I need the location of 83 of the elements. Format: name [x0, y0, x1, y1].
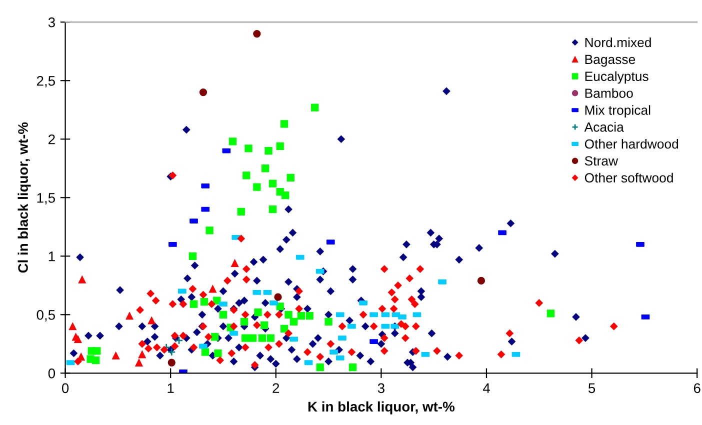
point — [74, 335, 82, 344]
y-tick-label: 2 — [48, 134, 55, 144]
legend-label: Acacia — [584, 122, 624, 132]
y-tick-label: 0 — [48, 368, 56, 378]
point — [258, 334, 266, 342]
point — [253, 30, 261, 38]
point — [214, 349, 222, 358]
point — [78, 276, 86, 284]
point — [274, 293, 282, 301]
point — [262, 164, 270, 172]
point — [546, 310, 555, 318]
point — [244, 144, 252, 152]
x-tick-label: 4 — [482, 383, 490, 393]
point — [188, 252, 197, 260]
point — [138, 350, 146, 358]
y-axis-title: Cl in black liquor, wt-% — [18, 122, 31, 273]
point — [199, 88, 208, 96]
x-tick-label: 3 — [378, 383, 384, 394]
point — [264, 146, 272, 155]
point — [276, 142, 284, 150]
point — [266, 334, 274, 342]
point — [208, 285, 217, 293]
point — [316, 363, 324, 372]
legend-label: Straw — [584, 156, 618, 166]
point — [126, 312, 134, 320]
point — [202, 348, 210, 356]
point — [190, 300, 198, 308]
point — [206, 226, 214, 234]
point — [477, 276, 486, 285]
legend-label: Other hardwood — [584, 138, 678, 149]
x-axis-title: K in black liquor, wt-% — [308, 401, 455, 414]
point — [242, 334, 250, 342]
point — [174, 336, 184, 345]
point — [306, 312, 314, 320]
point — [276, 302, 284, 310]
y-tick-label: 1 — [48, 252, 55, 262]
point — [268, 206, 277, 214]
y-tick-label: 1,5 — [37, 193, 55, 204]
point — [200, 298, 208, 306]
point — [282, 191, 290, 200]
legend-label: Nord.mixed — [585, 37, 651, 48]
point — [148, 316, 156, 324]
point — [248, 334, 257, 342]
y-tick-label: 2,5 — [36, 76, 55, 88]
point — [168, 358, 176, 366]
point — [268, 180, 277, 188]
point — [237, 208, 245, 216]
x-tick-label: 5 — [588, 383, 596, 394]
legend-label: Bagasse — [585, 54, 636, 67]
point — [297, 312, 305, 320]
x-tick-label: 2 — [272, 383, 280, 393]
point — [228, 138, 237, 146]
point — [290, 318, 298, 326]
x-tick-label: 6 — [694, 383, 700, 394]
point — [219, 310, 228, 318]
point — [254, 308, 262, 316]
legend-label: Mix tropical — [585, 105, 650, 118]
point — [348, 363, 357, 372]
point — [286, 174, 294, 182]
point — [284, 310, 292, 318]
legend-label: Other softwood — [584, 172, 673, 183]
legend-label: Bamboo — [585, 88, 633, 98]
point — [135, 358, 143, 366]
point — [324, 318, 332, 326]
y-tick-label: 0,5 — [36, 310, 55, 322]
point — [210, 333, 219, 341]
point — [68, 322, 76, 330]
point — [240, 318, 248, 326]
y-tick-label: 3 — [48, 17, 55, 28]
point — [311, 104, 319, 112]
point — [93, 347, 101, 355]
x-tick-label: 1 — [168, 383, 174, 393]
point — [92, 356, 100, 364]
point — [167, 348, 176, 356]
point — [260, 321, 268, 329]
point — [230, 259, 239, 267]
x-tick-label: 0 — [62, 383, 69, 394]
point — [253, 183, 261, 191]
point — [112, 352, 120, 360]
point — [242, 172, 250, 180]
point — [280, 324, 288, 333]
point — [280, 120, 288, 128]
legend-label: Eucalyptus — [585, 71, 648, 84]
